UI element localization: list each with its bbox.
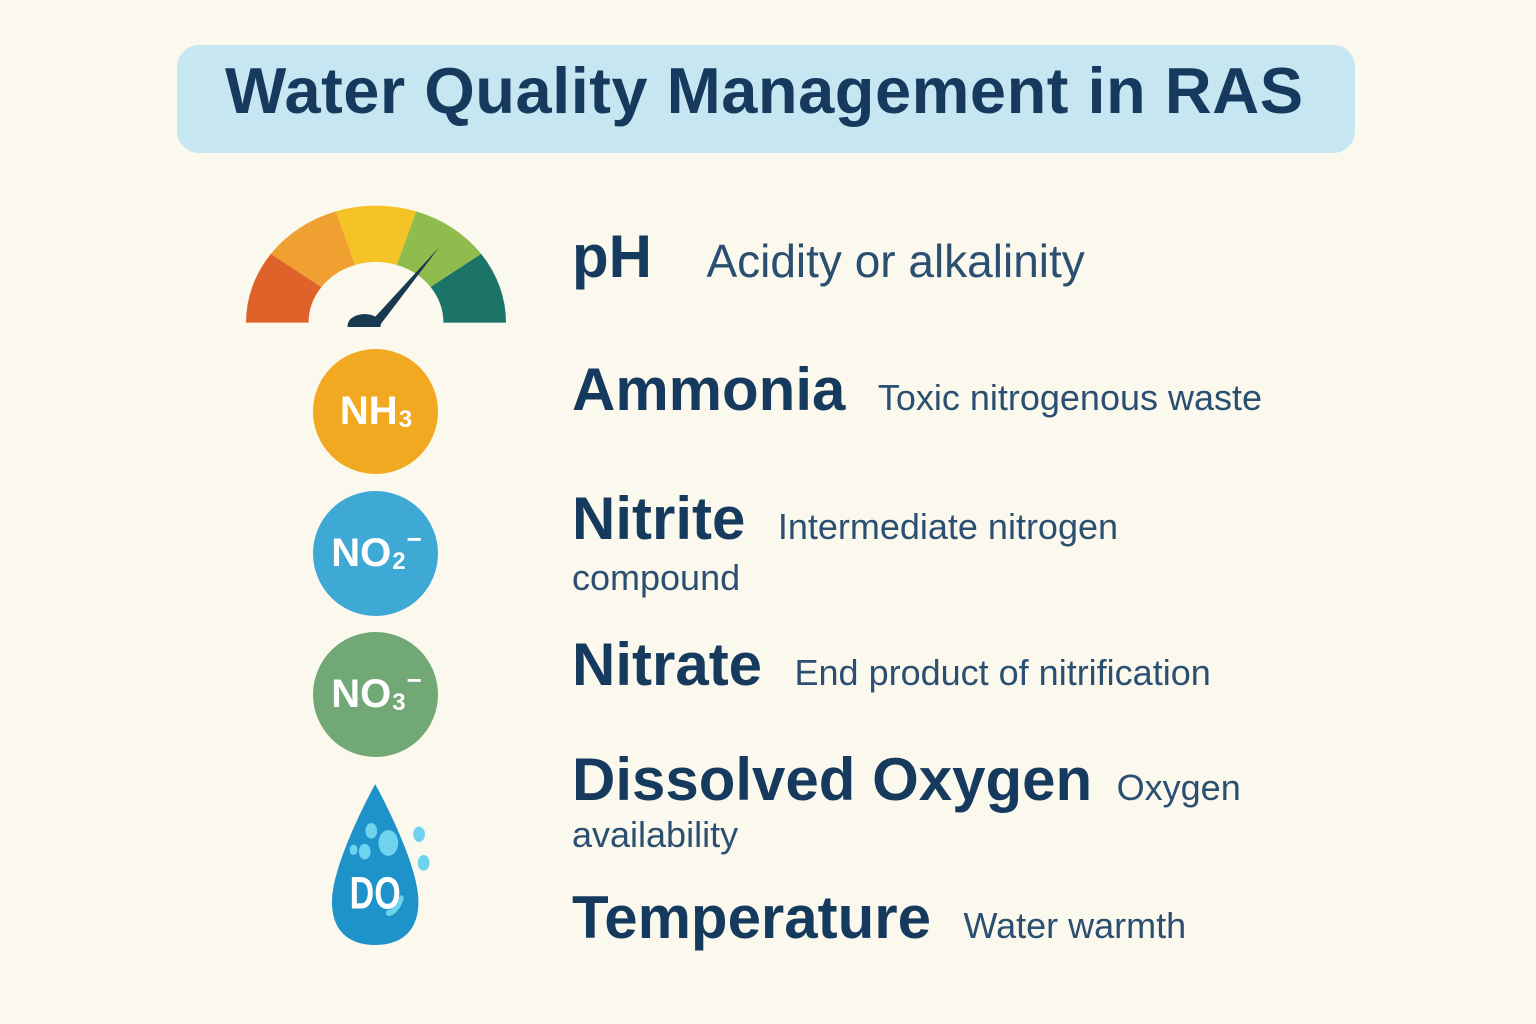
- svg-text:DO: DO: [350, 869, 401, 919]
